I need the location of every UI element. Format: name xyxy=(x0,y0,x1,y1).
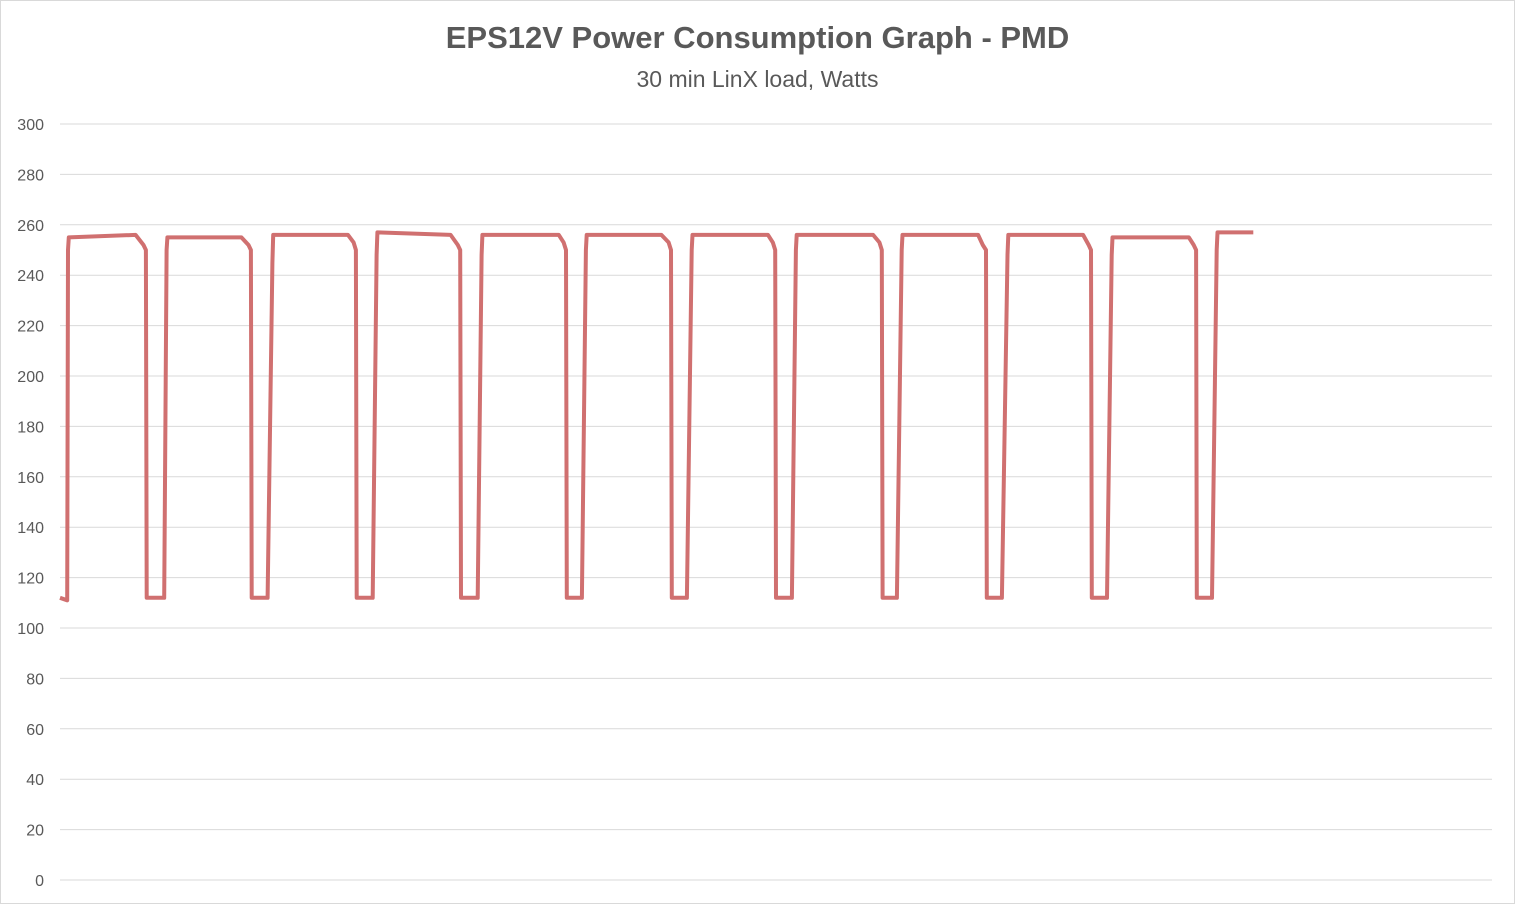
y-tick-label: 100 xyxy=(17,621,44,638)
y-tick-label: 140 xyxy=(17,520,44,537)
chart-subtitle: 30 min LinX load, Watts xyxy=(636,66,879,92)
y-tick-label: 160 xyxy=(17,470,44,487)
y-axis-ticks: 0 20 40 60 80 100 120 140 160 180 200 220 240 260 280 3… xyxy=(17,117,44,890)
y-tick-label: 260 xyxy=(17,218,44,235)
y-tick-label: 60 xyxy=(26,722,44,739)
series-line xyxy=(59,230,1254,603)
y-tick-label: 180 xyxy=(17,419,44,436)
y-tick-label: 40 xyxy=(26,772,44,789)
y-tick-label: 80 xyxy=(26,671,44,688)
y-tick-label: 280 xyxy=(17,167,44,184)
y-tick-label: 0 xyxy=(35,873,44,890)
series-layer xyxy=(59,230,1254,603)
chart-title: EPS12V Power Consumption Graph - PMD xyxy=(445,20,1070,55)
y-tick-label: 300 xyxy=(17,117,44,134)
y-tick-label: 200 xyxy=(17,369,44,386)
y-tick-label: 20 xyxy=(26,823,44,840)
y-tick-label: 220 xyxy=(17,319,44,336)
y-tick-label: 240 xyxy=(17,268,44,285)
y-tick-label: 120 xyxy=(17,571,44,588)
